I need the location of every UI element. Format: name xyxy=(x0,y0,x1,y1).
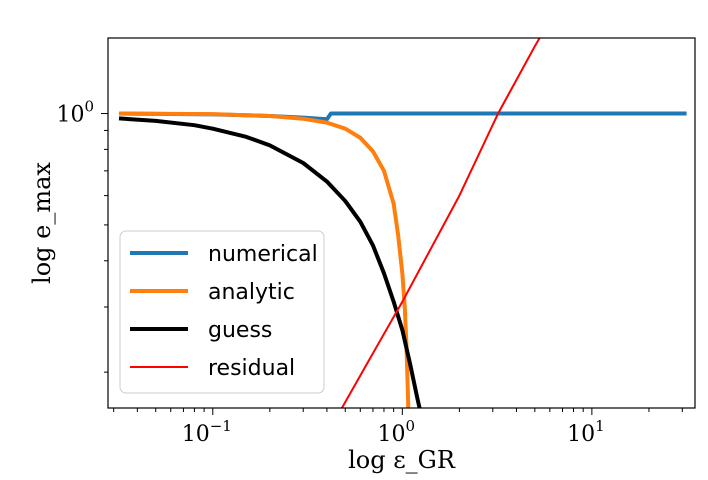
x-axis-label: log ε_GR xyxy=(348,446,456,474)
x-tick-label: 100 xyxy=(378,417,416,447)
legend-label-numerical: numerical xyxy=(208,242,318,267)
y-axis-label: log e_max xyxy=(28,162,56,284)
legend-label-residual: residual xyxy=(208,356,295,381)
legend: numerical analytic guess residual xyxy=(119,230,325,394)
x-tick-label: 101 xyxy=(567,417,605,447)
series-line-analytic xyxy=(118,111,411,408)
legend-label-guess: guess xyxy=(208,318,272,343)
series-line-residual xyxy=(341,38,541,408)
y-axis-ticks: 100 xyxy=(56,98,108,373)
legend-box xyxy=(119,230,325,394)
x-tick-label: 10−1 xyxy=(182,417,232,447)
legend-label-analytic: analytic xyxy=(208,280,295,305)
plot-frame xyxy=(107,37,696,409)
x-axis-ticks: 10−1 100 101 xyxy=(113,408,683,447)
y-tick-label: 100 xyxy=(56,98,94,128)
series-line-guess xyxy=(118,116,422,408)
plot-lines xyxy=(118,38,687,408)
